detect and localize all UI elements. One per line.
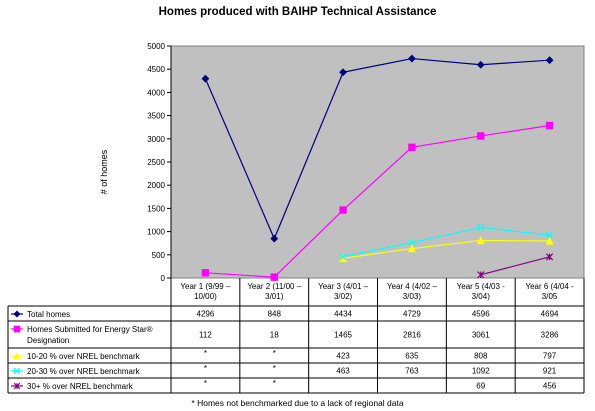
series-0-cell: 4296 xyxy=(197,310,215,319)
category-label: Year 2 (11/00 – xyxy=(247,282,301,291)
series-3-point xyxy=(545,231,554,239)
category-label: 10/00) xyxy=(194,292,217,301)
series-4-cell: * xyxy=(273,379,276,388)
series-3-cell: 921 xyxy=(543,367,557,376)
series-0-cell: 848 xyxy=(268,310,282,319)
series-1-cell: 3061 xyxy=(472,331,490,340)
series-2-cell: 635 xyxy=(405,352,419,361)
footnote: * Homes not benchmarked due to a lack of… xyxy=(191,398,404,408)
category-label: Year 1 (9/99 – xyxy=(180,282,231,291)
series-0-cell: 4434 xyxy=(334,310,352,319)
series-1-point xyxy=(408,143,416,152)
y-tick-label: 1500 xyxy=(147,204,165,213)
series-0-cell: 4694 xyxy=(541,310,559,319)
series-3-name: 20-30 % over NREL benchmark xyxy=(27,367,141,376)
series-1-cell: 1465 xyxy=(334,331,352,340)
series-4-cell: 456 xyxy=(543,382,557,391)
category-label: Year 6 (4/04 - xyxy=(525,282,574,291)
series-3-point xyxy=(408,238,416,247)
y-tick-label: 3000 xyxy=(147,135,165,144)
series-4-point xyxy=(477,271,485,279)
series-2-cell: 797 xyxy=(543,352,557,361)
series-4-cell: * xyxy=(204,379,207,388)
category-label: 3/04) xyxy=(472,292,491,301)
series-0-point xyxy=(270,234,279,243)
series-3-cell: 463 xyxy=(336,367,350,376)
series-3-cell: * xyxy=(273,364,276,373)
series-2-cell: * xyxy=(204,349,207,358)
series-1-cell: 112 xyxy=(199,331,212,340)
series-1-point xyxy=(270,273,278,281)
series-2-point xyxy=(407,244,416,253)
y-tick-label: 0 xyxy=(161,274,166,283)
series-1-point xyxy=(477,132,485,140)
series-0-line xyxy=(204,57,550,241)
series-3-line xyxy=(342,226,550,258)
series-0-legend-marker xyxy=(13,310,21,318)
category-label: Year 4 (4/02 – xyxy=(387,282,438,291)
series-1-point xyxy=(545,121,554,130)
series-3-legend-marker xyxy=(13,367,21,375)
series-2-cell: 423 xyxy=(336,352,350,361)
series-2-legend-marker xyxy=(13,352,21,360)
series-4-name: 30+ % over NREL benchmark xyxy=(27,382,134,391)
category-label: Year 5 (4/03 - xyxy=(457,282,506,291)
series-3-cell: * xyxy=(204,364,207,373)
category-label: 3/05 xyxy=(542,292,558,301)
series-4-line xyxy=(480,256,550,276)
series-2-point xyxy=(476,236,485,245)
series-3-cell: 763 xyxy=(405,367,419,376)
y-tick-label: 4000 xyxy=(147,88,165,97)
chart-title: Homes produced with BAIHP Technical Assi… xyxy=(158,6,437,18)
series-3-point xyxy=(477,223,485,231)
series-1-cell: 18 xyxy=(270,331,279,340)
series-2-line xyxy=(342,239,550,259)
series-3-cell: 1092 xyxy=(472,367,490,376)
y-tick-label: 5000 xyxy=(147,42,165,51)
series-0-cell: 4596 xyxy=(472,310,490,319)
y-tick-label: 4500 xyxy=(147,65,165,74)
series-0-name: Total homes xyxy=(27,310,70,319)
series-0-point xyxy=(545,56,554,65)
series-3-point xyxy=(339,252,347,261)
series-0-cell: 4729 xyxy=(403,310,421,319)
series-0-point xyxy=(201,74,210,83)
series-1-name: Homes Submitted for Energy Star® xyxy=(27,325,153,334)
plot-area xyxy=(170,45,585,279)
category-label: 3/01) xyxy=(265,292,284,301)
series-2-cell: 808 xyxy=(474,352,488,361)
series-0-point xyxy=(339,68,347,77)
series-1-line xyxy=(205,124,550,278)
series-1-point xyxy=(339,206,347,214)
series-1-cell: 2816 xyxy=(403,331,421,340)
series-2-cell: * xyxy=(273,349,276,358)
series-2-name: 10-20 % over NREL benchmark xyxy=(27,352,141,361)
y-tick-label: 2500 xyxy=(147,158,165,167)
series-2-point xyxy=(545,236,554,245)
series-1-legend-marker xyxy=(13,325,21,333)
series-1-point xyxy=(201,269,210,277)
y-tick-label: 3500 xyxy=(147,112,165,121)
category-label: Year 3 (4/01 – xyxy=(318,282,369,291)
series-4-legend-marker xyxy=(13,382,21,390)
series-1-name: Designation xyxy=(27,336,69,345)
series-0-point xyxy=(476,60,485,69)
series-4-cell: 69 xyxy=(476,382,485,391)
series-0-point xyxy=(408,54,416,63)
category-label: 3/02) xyxy=(334,292,353,301)
y-tick-label: 1000 xyxy=(147,228,165,237)
series-1-cell: 3286 xyxy=(541,331,559,340)
y-tick-label: 500 xyxy=(152,251,166,260)
category-label: 3/03) xyxy=(403,292,422,301)
series-4-point xyxy=(545,253,554,261)
y-tick-label: 2000 xyxy=(147,181,165,190)
